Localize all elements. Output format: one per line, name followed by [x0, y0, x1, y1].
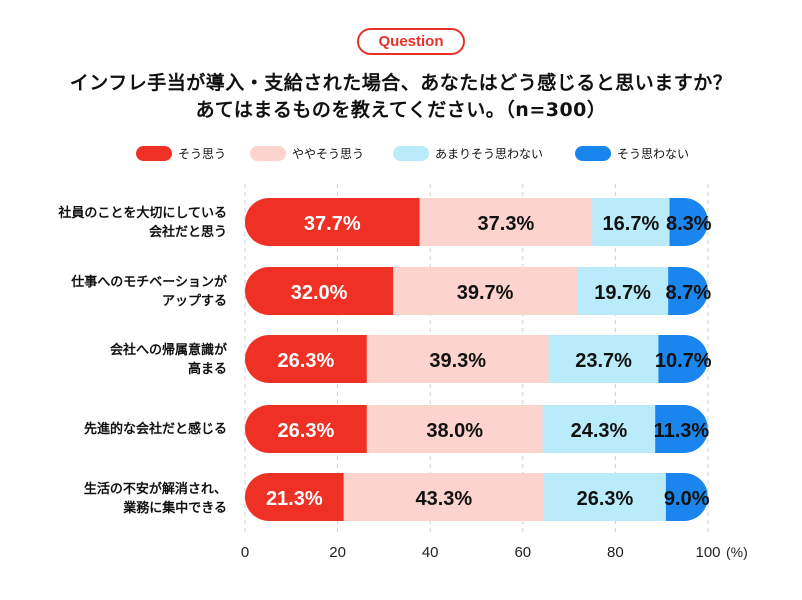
bar-group-3	[245, 335, 708, 383]
legend-swatch-disagree	[575, 145, 611, 161]
data-label-5-2: 43.3%	[415, 488, 472, 510]
category-label-1-line1: 社員のことを大切にしている	[58, 206, 227, 221]
bar-segment-3-2	[366, 335, 550, 383]
data-label-2-1: 32.0%	[291, 282, 348, 304]
x-tick-label-40: 40	[422, 544, 439, 561]
legend: そう思う ややそう思う あまりそう思わない そう思わない	[0, 143, 802, 163]
data-label-4-4: 11.3%	[654, 420, 710, 442]
bar-segment-2-3	[576, 267, 669, 315]
bar-segment-2-4	[668, 267, 708, 315]
x-axis-unit-label: (%)	[726, 544, 748, 560]
data-label-1-3: 16.7%	[603, 213, 660, 235]
legend-label-disagree: そう思わない	[617, 146, 690, 161]
category-label-2: 仕事へのモチベーションが アップする	[71, 273, 227, 311]
category-label-1-line2: 会社だと思う	[148, 225, 227, 240]
x-tick-label-80: 80	[607, 544, 624, 561]
data-label-5-3: 26.3%	[577, 488, 634, 510]
bar-segment-4-2	[366, 405, 544, 453]
bar-segment-4-1	[245, 405, 368, 453]
data-label-4-3: 24.3%	[571, 420, 628, 442]
data-label-3-4: 10.7%	[655, 350, 712, 372]
data-label-2-2: 39.7%	[457, 282, 514, 304]
bar-group-1	[245, 198, 708, 246]
x-tick-label-100: 100	[695, 544, 720, 561]
category-label-5: 生活の不安が解消され、 業務に集中できる	[84, 480, 227, 518]
bar-segment-4-3	[542, 405, 656, 453]
category-label-1: 社員のことを大切にしている 会社だと思う	[58, 204, 227, 242]
data-label-3-2: 39.3%	[429, 350, 486, 372]
data-label-1-4: 8.3%	[666, 213, 712, 235]
data-label-4-2: 38.0%	[426, 420, 483, 442]
category-label-2-line2: アップする	[161, 294, 227, 309]
legend-item-agree: そう思う	[136, 143, 226, 163]
legend-label-somewhat-agree: ややそう思う	[292, 146, 365, 161]
data-label-2-4: 8.7%	[666, 282, 712, 304]
category-label-5-line1: 生活の不安が解消され、	[83, 482, 227, 497]
bar-group-2	[245, 267, 708, 315]
bar-segment-1-4	[669, 198, 708, 246]
category-label-2-line1: 仕事へのモチベーションが	[71, 275, 227, 290]
data-label-4-1: 26.3%	[278, 420, 335, 442]
data-label-3-3: 23.7%	[575, 350, 632, 372]
legend-item-disagree: そう思わない	[575, 143, 689, 163]
bar-segment-5-4	[665, 473, 708, 521]
legend-swatch-agree	[136, 145, 172, 161]
bar-segment-3-4	[658, 335, 708, 383]
data-label-5-4: 9.0%	[664, 488, 710, 510]
category-label-4-line1: 先進的な会社だと感じる	[83, 422, 227, 437]
bar-group-4	[245, 405, 708, 453]
bar-segment-3-3	[548, 335, 659, 383]
data-label-3-1: 26.3%	[278, 350, 335, 372]
category-label-4: 先進的な会社だと感じる	[84, 420, 227, 439]
category-label-3: 会社への帰属意識が 高まる	[110, 341, 227, 379]
question-badge: Question	[357, 28, 465, 55]
category-label-3-line2: 高まる	[187, 362, 227, 377]
bar-segment-1-2	[419, 198, 593, 246]
bar-segment-3-1	[245, 335, 368, 383]
bar-segment-5-1	[245, 473, 345, 521]
legend-item-somewhat-agree: ややそう思う	[250, 143, 364, 163]
category-label-5-line2: 業務に集中できる	[123, 501, 227, 516]
data-label-2-3: 19.7%	[594, 282, 651, 304]
x-tick-label-0: 0	[241, 544, 249, 561]
chart-title-line2: あてはまるものを教えてください。（n=300）	[195, 99, 607, 121]
legend-swatch-somewhat-disagree	[393, 145, 429, 161]
data-label-1-1: 37.7%	[304, 213, 361, 235]
bar-segment-2-2	[393, 267, 578, 315]
bar-segment-2-1	[245, 267, 394, 315]
bar-segment-1-3	[592, 198, 671, 246]
x-tick-label-60: 60	[514, 544, 531, 561]
category-label-3-line1: 会社への帰属意識が	[109, 343, 227, 358]
legend-label-somewhat-disagree: あまりそう思わない	[435, 146, 544, 161]
legend-item-somewhat-disagree: あまりそう思わない	[393, 143, 543, 163]
legend-swatch-somewhat-agree	[250, 145, 286, 161]
data-label-1-2: 37.3%	[478, 213, 535, 235]
data-label-5-1: 21.3%	[266, 488, 323, 510]
x-tick-label-20: 20	[329, 544, 346, 561]
bar-group-5	[245, 473, 708, 521]
legend-label-agree: そう思う	[178, 146, 227, 161]
chart-title-line1: インフレ手当が導入・支給された場合、あなたはどう感じると思いますか？	[69, 72, 733, 94]
bar-segment-5-2	[343, 473, 545, 521]
bar-segment-1-1	[245, 198, 421, 246]
bar-segment-5-3	[544, 473, 667, 521]
bar-segment-4-4	[655, 405, 708, 453]
